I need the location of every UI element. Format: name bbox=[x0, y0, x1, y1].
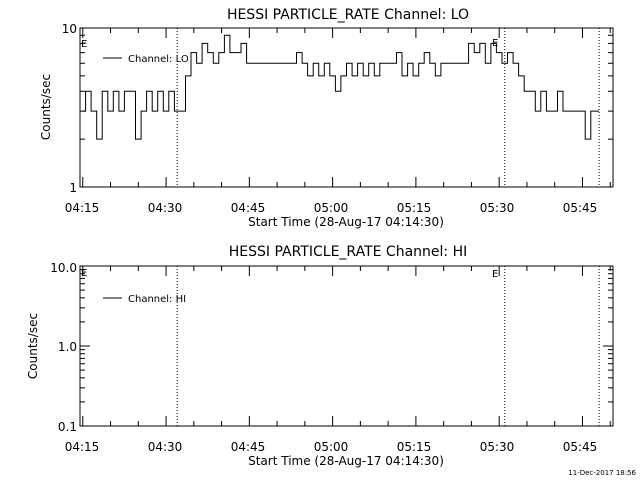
panel-hi-ytick-label: 10.0 bbox=[50, 261, 77, 275]
panel-hi-ticks bbox=[80, 266, 613, 427]
panel-lo-xtick-label: 04:15 bbox=[65, 201, 100, 215]
panel-lo-xtick-label: 05:30 bbox=[480, 201, 515, 215]
panel-lo-xlabel: Start Time (28-Aug-17 04:14:30) bbox=[248, 215, 444, 229]
panel-lo-data bbox=[82, 34, 600, 140]
panel-hi-frame bbox=[79, 265, 614, 427]
panel-lo-ytick-label: 10 bbox=[62, 22, 77, 36]
panel-lo-xtick-label: 05:15 bbox=[397, 201, 432, 215]
panel-hi-xtick-label: 04:15 bbox=[65, 440, 100, 454]
panel-lo-legend-label: Channel: LO bbox=[128, 54, 189, 65]
panel-lo-start-marker: E bbox=[81, 39, 87, 50]
panel-lo-event-markers bbox=[176, 28, 600, 187]
panel-lo-ytick-label: 1 bbox=[69, 181, 77, 195]
panel-lo-ticks bbox=[80, 28, 613, 188]
panel-hi-xtick-label: 04:45 bbox=[231, 440, 266, 454]
date-stamp: 11-Dec-2017 18:56 bbox=[568, 469, 636, 477]
panel-hi-xtick-label: 05:45 bbox=[563, 440, 598, 454]
panel-hi-ytick-label: 1.0 bbox=[58, 340, 77, 354]
panel-lo-series-line bbox=[82, 34, 600, 140]
panel-hi: HESSI PARTICLE_RATE Channel: HI 10.0 1.0… bbox=[26, 244, 614, 468]
panel-hi-xtick-label: 04:30 bbox=[148, 440, 183, 454]
panel-hi-event-label: E bbox=[492, 269, 498, 280]
panel-lo-ylabel: Counts/sec bbox=[39, 74, 53, 140]
panel-hi-ytick-label: 0.1 bbox=[58, 420, 77, 434]
panel-lo-xtick-label: 04:45 bbox=[231, 201, 266, 215]
panel-lo-xtick-label: 05:45 bbox=[563, 201, 598, 215]
panel-lo-event-label: E bbox=[492, 38, 498, 49]
panel-hi-xtick-label: 05:30 bbox=[480, 440, 515, 454]
panel-hi-xtick-label: 05:00 bbox=[314, 440, 349, 454]
panel-lo-frame bbox=[79, 27, 614, 188]
panel-lo-xtick-label: 04:30 bbox=[148, 201, 183, 215]
panel-lo: HESSI PARTICLE_RATE Channel: LO 10 1 Cou… bbox=[39, 7, 614, 229]
panel-hi-xtick-label: 05:15 bbox=[397, 440, 432, 454]
panel-hi-xlabel: Start Time (28-Aug-17 04:14:30) bbox=[248, 454, 444, 468]
panel-hi-event-markers bbox=[176, 266, 600, 426]
panel-hi-start-marker: E bbox=[81, 268, 87, 279]
panel-hi-title: HESSI PARTICLE_RATE Channel: HI bbox=[229, 244, 467, 260]
panel-hi-ylabel: Counts/sec bbox=[26, 313, 40, 379]
panel-lo-xtick-label: 05:00 bbox=[314, 201, 349, 215]
panel-hi-legend-label: Channel: HI bbox=[128, 294, 186, 305]
panel-lo-title: HESSI PARTICLE_RATE Channel: LO bbox=[227, 7, 469, 23]
